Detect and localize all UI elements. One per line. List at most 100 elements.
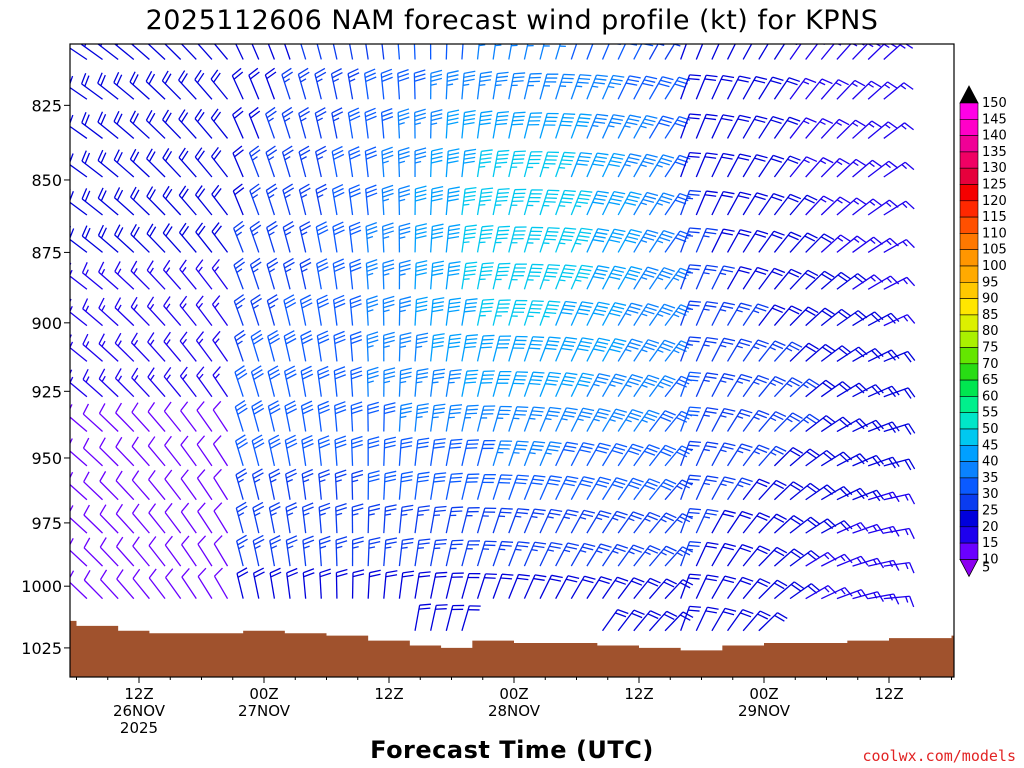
credit-link[interactable]: coolwx.com/models bbox=[862, 747, 1016, 765]
wind-barb-feather bbox=[348, 72, 360, 79]
wind-barb-feather bbox=[319, 539, 331, 545]
wind-barb bbox=[492, 540, 514, 567]
wind-barb-staff bbox=[601, 443, 617, 467]
wind-barb-staff bbox=[805, 449, 828, 467]
wind-barb-staff bbox=[350, 439, 354, 466]
wind-barb-staff bbox=[586, 228, 599, 253]
wind-barb-staff bbox=[179, 340, 197, 362]
wind-barb-feather bbox=[516, 511, 528, 515]
wind-barb bbox=[164, 435, 182, 467]
wind-barb bbox=[414, 505, 430, 534]
wind-barb-half-feather bbox=[446, 83, 454, 86]
wind-barb-feather bbox=[721, 268, 734, 273]
colorbar-swatch bbox=[959, 298, 979, 316]
y-tick-label: 850 bbox=[31, 171, 62, 190]
wind-barb-feather bbox=[197, 150, 205, 161]
wind-barb-half-feather bbox=[198, 302, 204, 309]
wind-barb bbox=[555, 189, 576, 216]
wind-barb bbox=[164, 469, 182, 501]
wind-barb bbox=[570, 190, 593, 216]
wind-barb-half-feather bbox=[802, 80, 810, 85]
wind-barb-feather bbox=[787, 158, 799, 165]
wind-barb-staff bbox=[648, 375, 666, 398]
wind-barb bbox=[523, 440, 546, 467]
wind-barb bbox=[99, 471, 119, 501]
wind-barb-feather bbox=[758, 409, 770, 416]
wind-barb-feather bbox=[740, 338, 753, 343]
wind-barb bbox=[129, 148, 150, 178]
wind-barb bbox=[316, 258, 329, 290]
wind-barb-half-feather bbox=[853, 238, 860, 243]
wind-barb-feather bbox=[582, 546, 594, 551]
wind-barb bbox=[789, 194, 818, 216]
wind-barb-staff bbox=[711, 510, 726, 534]
wind-barb-feather bbox=[645, 75, 658, 80]
wind-barb-staff bbox=[711, 408, 725, 432]
wind-barb-staff bbox=[867, 160, 890, 178]
wind-barb-feather bbox=[859, 453, 869, 463]
wind-barb-feather bbox=[399, 336, 412, 341]
wind-barb-feather bbox=[705, 610, 717, 614]
wind-barb-feather bbox=[759, 512, 771, 518]
wind-barb-feather bbox=[809, 413, 820, 421]
wind-barb bbox=[789, 583, 821, 600]
wind-barb-feather bbox=[629, 412, 642, 418]
wind-barb-feather bbox=[580, 190, 593, 193]
wind-barb-feather bbox=[514, 448, 527, 451]
wind-barb-feather bbox=[563, 113, 576, 115]
wind-barb-half-feather bbox=[543, 315, 550, 318]
wind-barb-staff bbox=[680, 227, 691, 253]
wind-barb-feather bbox=[593, 159, 606, 163]
wind-barb-staff bbox=[178, 79, 197, 100]
wind-barb-feather bbox=[381, 107, 393, 114]
wind-barb bbox=[773, 447, 804, 467]
wind-barb bbox=[742, 192, 768, 216]
wind-barb-feather bbox=[447, 198, 459, 202]
wind-barb bbox=[680, 605, 701, 632]
wind-barb-feather bbox=[194, 147, 203, 158]
wind-barb-feather bbox=[384, 406, 396, 411]
wind-barb-feather bbox=[480, 110, 493, 114]
wind-barb-feather bbox=[643, 273, 655, 278]
wind-barb bbox=[430, 147, 443, 178]
wind-barb-staff bbox=[711, 191, 724, 216]
wind-barb-feather bbox=[281, 106, 293, 115]
wind-barb bbox=[836, 119, 866, 139]
wind-barb-staff bbox=[413, 73, 416, 100]
wind-barb bbox=[648, 230, 675, 253]
wind-barb bbox=[413, 44, 416, 60]
wind-barb-feather bbox=[349, 295, 362, 301]
wind-barb-half-feather bbox=[252, 304, 259, 310]
wind-barb-feather bbox=[688, 410, 700, 413]
wind-barb bbox=[266, 220, 278, 253]
wind-barb-half-feather bbox=[857, 590, 862, 597]
wind-barb-feather bbox=[433, 480, 445, 483]
wind-barb bbox=[331, 145, 345, 178]
wind-barb-feather bbox=[631, 374, 644, 379]
wind-barb bbox=[265, 183, 278, 216]
wind-barb-feather bbox=[633, 609, 645, 616]
wind-barb-feather bbox=[704, 194, 717, 197]
wind-barb-feather bbox=[565, 578, 578, 583]
wind-barb-staff bbox=[414, 263, 417, 290]
wind-barb-feather bbox=[840, 271, 851, 280]
wind-barb-feather bbox=[754, 195, 766, 201]
wind-barb-staff bbox=[318, 507, 322, 534]
wind-barb-feather bbox=[416, 296, 428, 301]
wind-barb-feather bbox=[789, 116, 801, 122]
wind-barb bbox=[711, 265, 735, 290]
wind-barb-feather bbox=[181, 225, 190, 236]
wind-barb-feather bbox=[132, 536, 140, 547]
wind-barb-feather bbox=[400, 375, 412, 380]
wind-barb bbox=[97, 224, 119, 253]
wind-barb-feather bbox=[840, 234, 851, 242]
wind-barb-feather bbox=[83, 537, 91, 549]
wind-barb-feather bbox=[641, 44, 654, 47]
wind-barb bbox=[852, 274, 884, 290]
wind-barb-half-feather bbox=[85, 305, 90, 312]
wind-barb-feather bbox=[583, 476, 595, 480]
wind-barb bbox=[633, 191, 659, 216]
wind-barb bbox=[648, 303, 676, 326]
wind-barb-staff bbox=[617, 477, 634, 501]
wind-barb-staff bbox=[523, 44, 529, 60]
